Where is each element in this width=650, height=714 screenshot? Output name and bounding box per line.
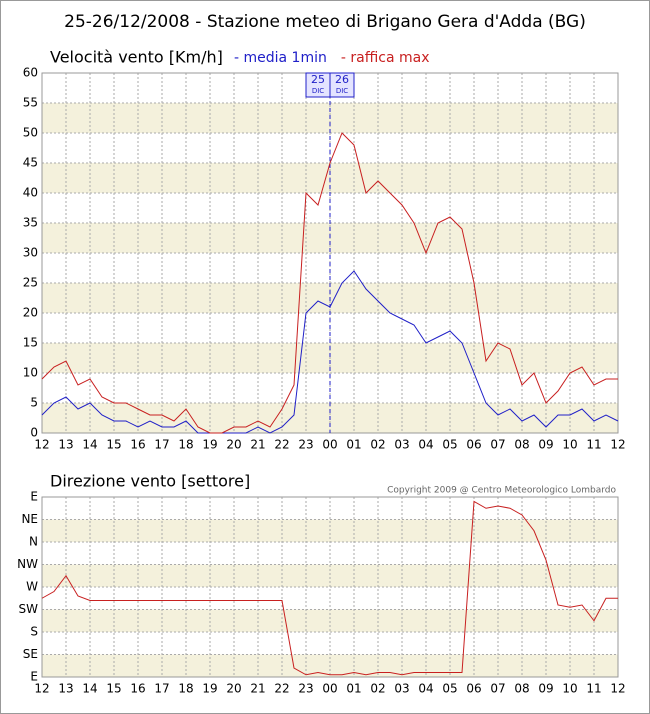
page-title: 25-26/12/2008 - Stazione meteo di Brigan… xyxy=(64,12,586,32)
x-tick-label: 09 xyxy=(538,682,553,696)
x-tick-label: 21 xyxy=(250,682,265,696)
x-tick-label: 09 xyxy=(538,438,553,452)
x-tick-label: 16 xyxy=(130,682,145,696)
x-tick-label: 13 xyxy=(58,438,73,452)
x-tick-label: 12 xyxy=(610,438,625,452)
x-tick-label: 11 xyxy=(586,682,601,696)
x-tick-label: 20 xyxy=(226,682,241,696)
x-tick-label: 04 xyxy=(418,682,433,696)
y-tick-label: SW xyxy=(19,602,39,616)
y-tick-label: E xyxy=(30,490,38,504)
y-tick-label: 50 xyxy=(23,126,38,140)
series-line xyxy=(41,500,618,676)
x-tick-label: 13 xyxy=(58,682,73,696)
x-tick-label: 02 xyxy=(370,438,385,452)
y-tick-label: 60 xyxy=(23,66,38,80)
y-tick-label: 5 xyxy=(30,396,38,410)
x-tick-label: 15 xyxy=(106,438,121,452)
y-tick-label: 20 xyxy=(23,306,38,320)
y-tick-label: W xyxy=(26,580,38,594)
x-tick-label: 11 xyxy=(586,438,601,452)
x-tick-label: 16 xyxy=(130,438,145,452)
y-tick-label: 10 xyxy=(23,366,38,380)
x-tick-label: 07 xyxy=(490,682,505,696)
y-tick-label: SE xyxy=(23,647,38,661)
x-tick-label: 15 xyxy=(106,682,121,696)
y-tick-label: 30 xyxy=(23,246,38,260)
x-tick-label: 21 xyxy=(250,438,265,452)
y-tick-label: 40 xyxy=(23,186,38,200)
x-tick-label: 00 xyxy=(322,682,337,696)
legend-entry: - raffica max xyxy=(341,50,430,66)
y-tick-label: NE xyxy=(21,512,38,526)
x-tick-label: 17 xyxy=(154,438,169,452)
x-tick-label: 22 xyxy=(274,682,289,696)
x-tick-label: 19 xyxy=(202,682,217,696)
x-tick-label: 05 xyxy=(442,438,457,452)
x-tick-label: 23 xyxy=(298,438,313,452)
x-tick-label: 10 xyxy=(562,438,577,452)
x-tick-label: 03 xyxy=(394,438,409,452)
x-tick-label: 18 xyxy=(178,682,193,696)
x-tick-label: 01 xyxy=(346,438,361,452)
series-line xyxy=(41,132,618,434)
day-box xyxy=(329,72,355,98)
x-tick-label: 12 xyxy=(610,682,625,696)
chart-title: Direzione vento [settore] xyxy=(50,472,250,491)
x-tick-label: 00 xyxy=(322,438,337,452)
y-tick-label: 55 xyxy=(23,96,38,110)
series-line xyxy=(41,270,619,434)
x-tick-label: 06 xyxy=(466,682,481,696)
x-tick-label: 14 xyxy=(82,438,97,452)
day-label: 26 xyxy=(335,73,349,86)
x-tick-label: 18 xyxy=(178,438,193,452)
x-tick-label: 19 xyxy=(202,438,217,452)
day-label: 25 xyxy=(311,73,325,86)
x-tick-label: 12 xyxy=(34,682,49,696)
y-tick-label: NW xyxy=(17,557,38,571)
y-tick-label: 15 xyxy=(23,336,38,350)
day-label: DIC xyxy=(336,87,348,95)
x-tick-label: 03 xyxy=(394,682,409,696)
copyright: Copyright 2009 @ Centro Meteorologico Lo… xyxy=(387,486,616,496)
x-tick-label: 10 xyxy=(562,682,577,696)
y-tick-label: S xyxy=(30,625,38,639)
x-tick-label: 23 xyxy=(298,682,313,696)
x-tick-label: 06 xyxy=(466,438,481,452)
x-tick-label: 12 xyxy=(34,438,49,452)
y-tick-label: E xyxy=(30,670,38,684)
y-tick-label: 0 xyxy=(30,426,38,440)
chart-title: Velocità vento [Km/h] xyxy=(50,48,223,67)
x-tick-label: 20 xyxy=(226,438,241,452)
x-tick-label: 02 xyxy=(370,682,385,696)
x-tick-label: 14 xyxy=(82,682,97,696)
x-tick-label: 17 xyxy=(154,682,169,696)
grid-band xyxy=(42,609,618,632)
day-label: DIC xyxy=(312,87,324,95)
y-tick-label: 35 xyxy=(23,216,38,230)
grid-band xyxy=(42,564,618,587)
x-tick-label: 08 xyxy=(514,682,529,696)
plot-border xyxy=(41,496,619,678)
x-tick-label: 22 xyxy=(274,438,289,452)
legend-entry: - media 1min xyxy=(234,50,327,66)
y-tick-label: 25 xyxy=(23,276,38,290)
x-tick-label: 08 xyxy=(514,438,529,452)
x-tick-label: 01 xyxy=(346,682,361,696)
x-tick-label: 07 xyxy=(490,438,505,452)
x-tick-label: 05 xyxy=(442,682,457,696)
y-tick-label: N xyxy=(29,535,38,549)
x-tick-label: 04 xyxy=(418,438,433,452)
y-tick-label: 45 xyxy=(23,156,38,170)
